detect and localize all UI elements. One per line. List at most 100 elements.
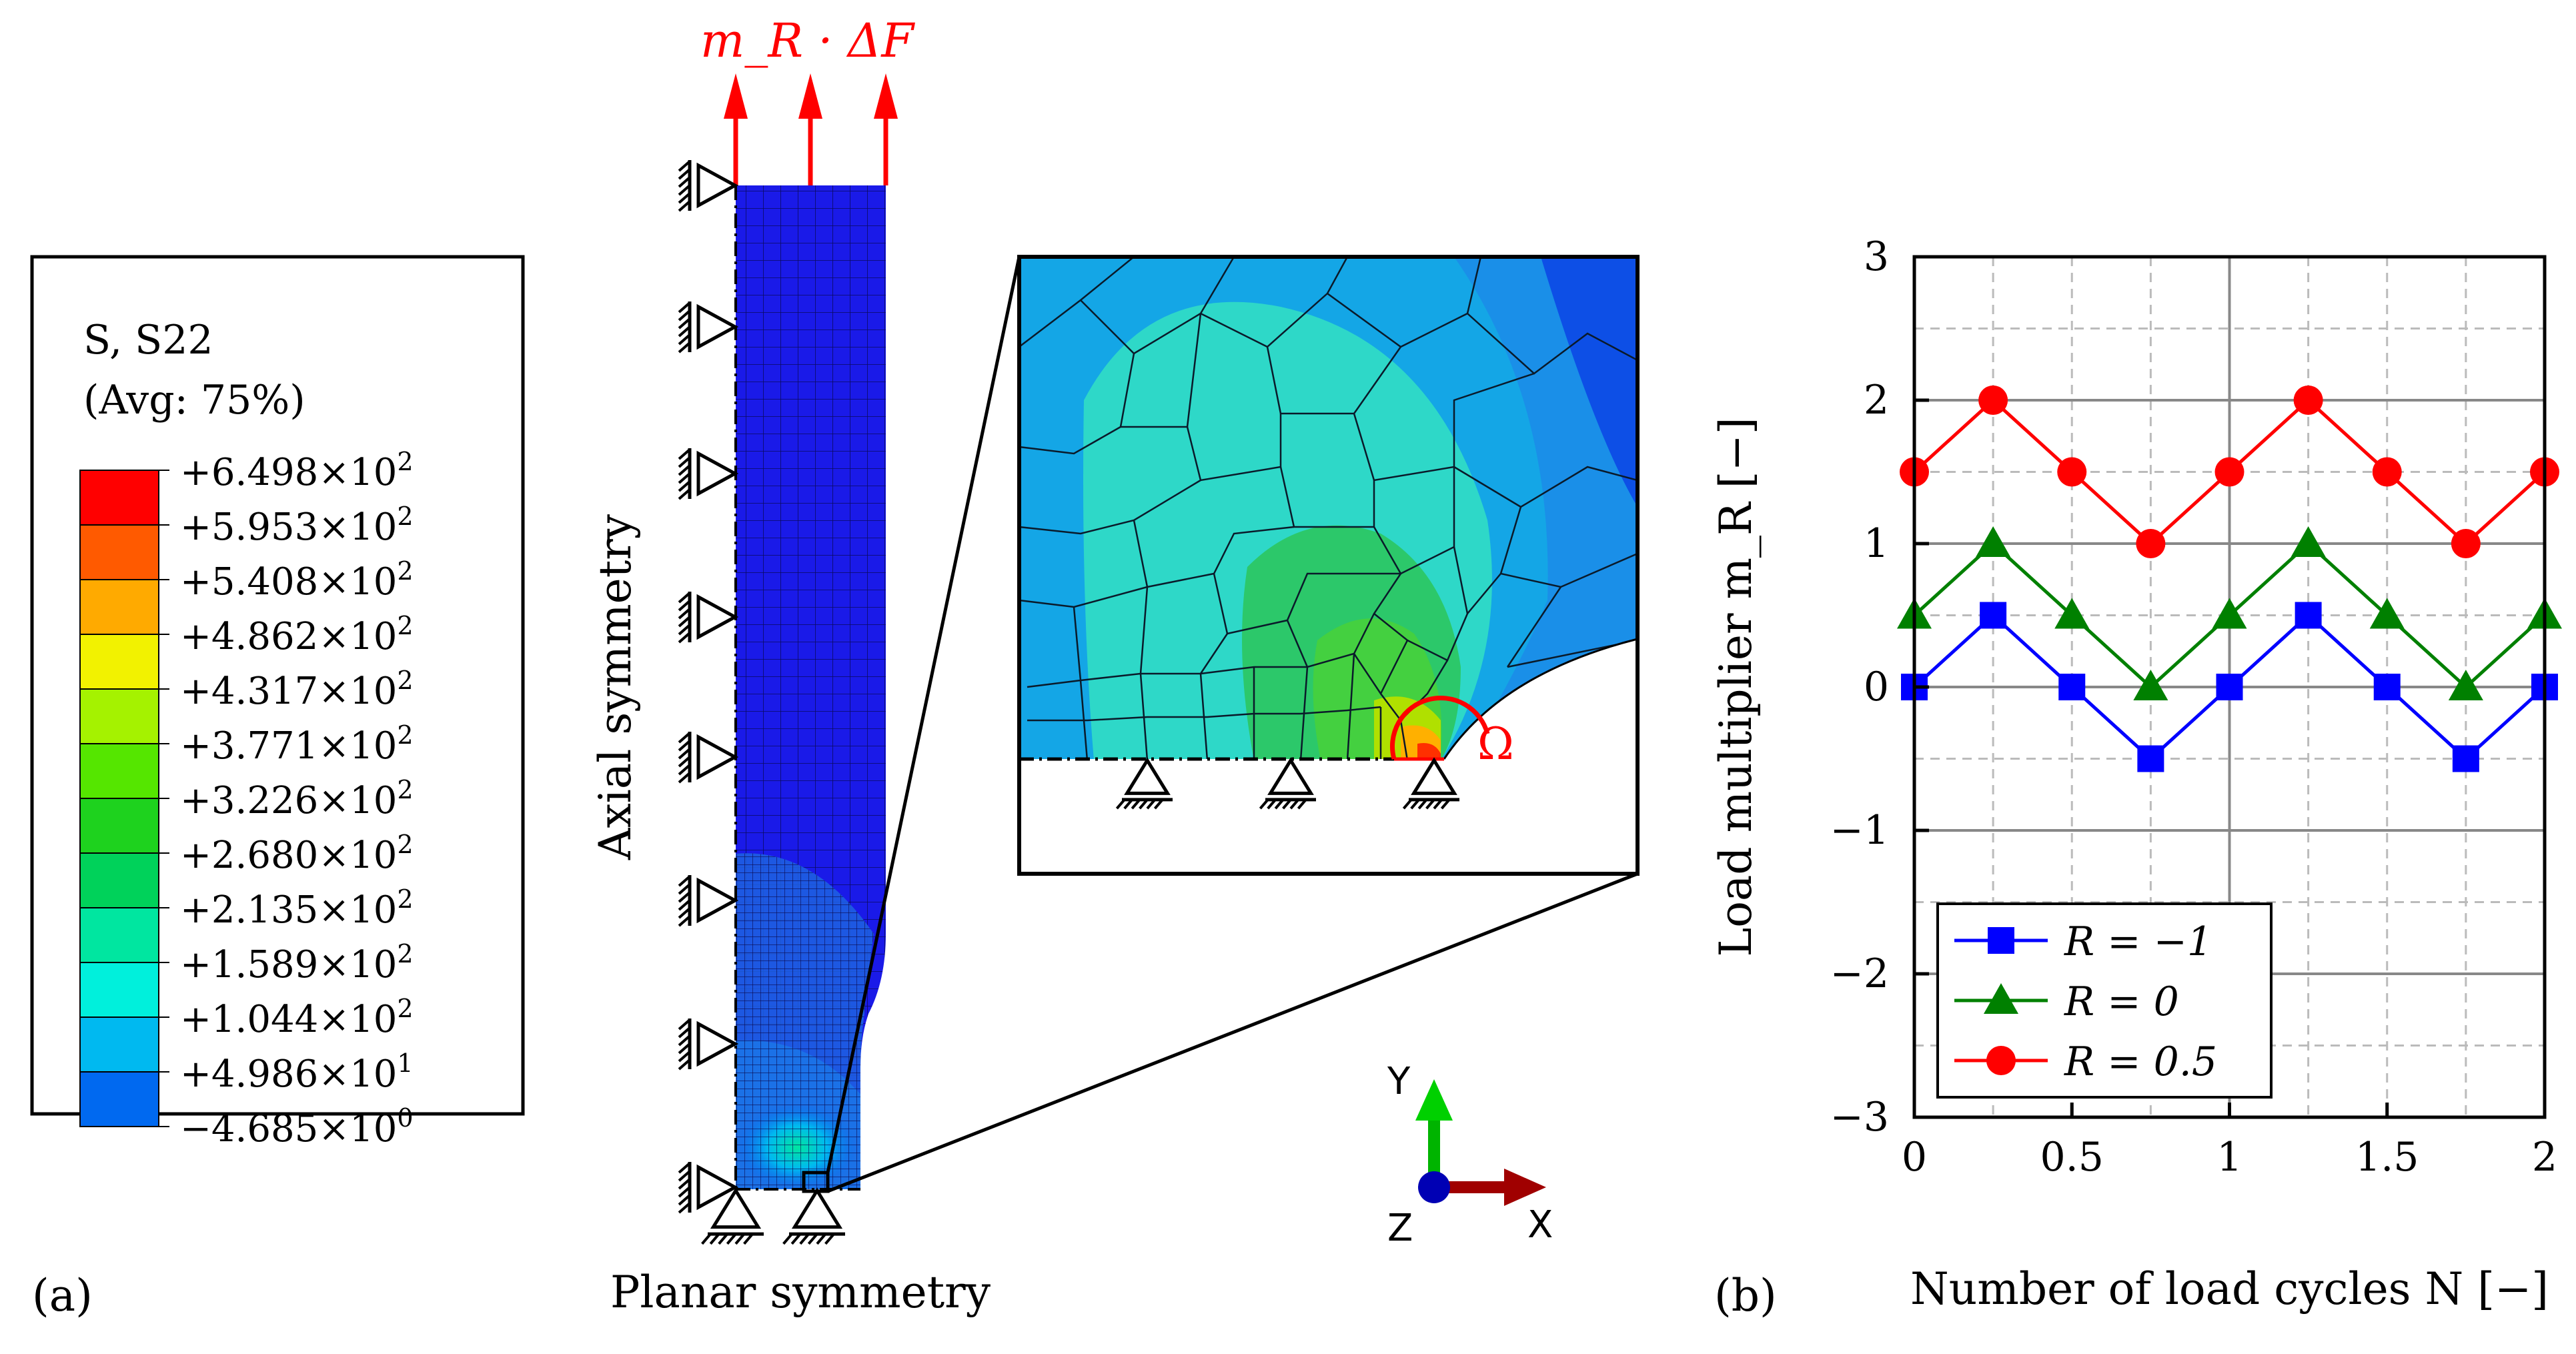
- marker-square: [2373, 674, 2401, 700]
- roller-hatch: [678, 480, 691, 492]
- marker-triangle: [2133, 670, 2168, 700]
- roller-hatch: [678, 907, 691, 919]
- roller-hatch: [678, 317, 691, 329]
- left-roller-supports: [678, 160, 739, 1214]
- inset-roller-supports: [1115, 757, 1459, 810]
- roller-hatch: [678, 875, 691, 887]
- panel-a-label: (a): [32, 1270, 93, 1321]
- inset-frame: [1017, 255, 1640, 876]
- marker-triangle: [2448, 670, 2483, 700]
- inset-void-boundary: [1443, 638, 1638, 760]
- roller-hatch: [1440, 798, 1451, 810]
- roller-hatch: [678, 1019, 691, 1031]
- roller-hatch: [678, 488, 691, 500]
- roller-hatch: [678, 899, 691, 911]
- roller-triangle: [1267, 757, 1314, 795]
- roller-hatch: [1146, 798, 1156, 810]
- roller-hatch: [678, 325, 691, 337]
- roller-hatch: [678, 764, 691, 776]
- roller-hatch: [678, 200, 691, 212]
- y-tick-label: 0: [1864, 664, 1889, 710]
- roller-hatch: [678, 168, 691, 180]
- legend-swatch: [79, 470, 159, 526]
- roller-hatch: [1123, 798, 1133, 810]
- legend-swatch: [79, 688, 159, 744]
- roller-hatch: [678, 184, 691, 196]
- roller-hatch: [1115, 798, 1126, 810]
- legend-swatch: [79, 962, 159, 1018]
- y-tick-label: 1: [1864, 520, 1889, 567]
- legend-value: +2.135×102: [180, 884, 414, 932]
- marker-circle: [2293, 386, 2323, 415]
- marker-circle: [1978, 386, 2008, 415]
- roller-hatch: [678, 740, 691, 752]
- roller-hatch: [678, 1194, 691, 1206]
- marker-square: [2058, 674, 2086, 700]
- marker-circle: [2451, 529, 2481, 558]
- roller-hatch: [678, 915, 691, 927]
- planar-symmetry-label: Planar symmetry: [610, 1267, 991, 1318]
- roller-triangle: [696, 450, 739, 497]
- marker-square: [2452, 745, 2479, 772]
- roller-hatch: [1417, 798, 1428, 810]
- bottom-roller-supports: [701, 1187, 845, 1245]
- roller-hatch: [678, 883, 691, 895]
- chart-xlabel: Number of load cycles N [−]: [1910, 1263, 2549, 1315]
- roller-hatch: [678, 448, 691, 460]
- roller-hatch: [718, 1233, 728, 1245]
- roller-hatch: [1259, 798, 1269, 810]
- legend-swatch: [79, 579, 159, 635]
- legend-value: +4.862×102: [180, 611, 414, 658]
- roller-hatch: [799, 1233, 810, 1245]
- roller-hatch: [678, 1170, 691, 1182]
- roller-triangle: [791, 1187, 843, 1229]
- roller-hatch: [678, 160, 691, 172]
- roller-triangle: [696, 594, 739, 640]
- roller-hatch: [1297, 798, 1307, 810]
- roller-hatch: [1410, 798, 1420, 810]
- roller-hatch: [1267, 798, 1277, 810]
- chart-tick-labels: 0 0.5 1 1.5 2 −3 −2 −1 0 1 2 3: [1830, 233, 2558, 1181]
- marker-square: [2216, 674, 2243, 700]
- roller-hatch: [1282, 798, 1292, 810]
- legend-value: +5.408×102: [180, 556, 414, 604]
- zoom-line-top: [826, 256, 1021, 1173]
- legend-value: +3.771×102: [180, 720, 414, 768]
- roller-hatch: [678, 472, 691, 484]
- triad-z-label: Z: [1387, 1207, 1413, 1250]
- roller-hatch: [678, 464, 691, 476]
- load-arrows: [724, 73, 898, 185]
- y-tick-label: 3: [1864, 233, 1889, 280]
- axial-symmetry-label: Axial symmetry: [590, 514, 641, 860]
- roller-hatch: [678, 772, 691, 784]
- legend-value: +4.317×102: [180, 666, 414, 713]
- roller-hatch: [678, 600, 691, 612]
- roller-hatch: [678, 632, 691, 644]
- roller-triangle: [710, 1187, 762, 1229]
- roller-hatch: [678, 342, 691, 354]
- marker-square: [2137, 745, 2164, 772]
- load-label: m_R · ΔF: [700, 13, 915, 68]
- roller-hatch: [678, 1202, 691, 1214]
- roller-hatch: [1139, 798, 1149, 810]
- marker-triangle: [1976, 526, 2011, 557]
- roller-hatch: [678, 1178, 691, 1190]
- legend-swatch: [79, 743, 159, 799]
- triad-y-arrowhead: [1415, 1079, 1453, 1121]
- zoom-line-bottom: [827, 872, 1638, 1193]
- inset-mesh-lines: [1019, 257, 1638, 759]
- y-tick-label: −1: [1830, 807, 1889, 854]
- roller-hatch: [816, 1233, 827, 1245]
- roller-hatch: [678, 309, 691, 321]
- panel-b-label: (b): [1714, 1270, 1777, 1321]
- marker-triangle: [2369, 598, 2405, 629]
- marker-triangle: [2212, 598, 2247, 629]
- x-tick-label: 0.5: [2040, 1134, 2104, 1181]
- x-tick-label: 0: [1902, 1134, 1927, 1181]
- legend-swatch: [79, 1017, 159, 1073]
- chart-legend: R = −1 R = 0 R = 0.5: [1936, 902, 2273, 1099]
- legend-value: −4.685×100: [180, 1103, 414, 1151]
- legend-value: +4.986×101: [180, 1049, 414, 1096]
- roller-triangle: [696, 1021, 739, 1067]
